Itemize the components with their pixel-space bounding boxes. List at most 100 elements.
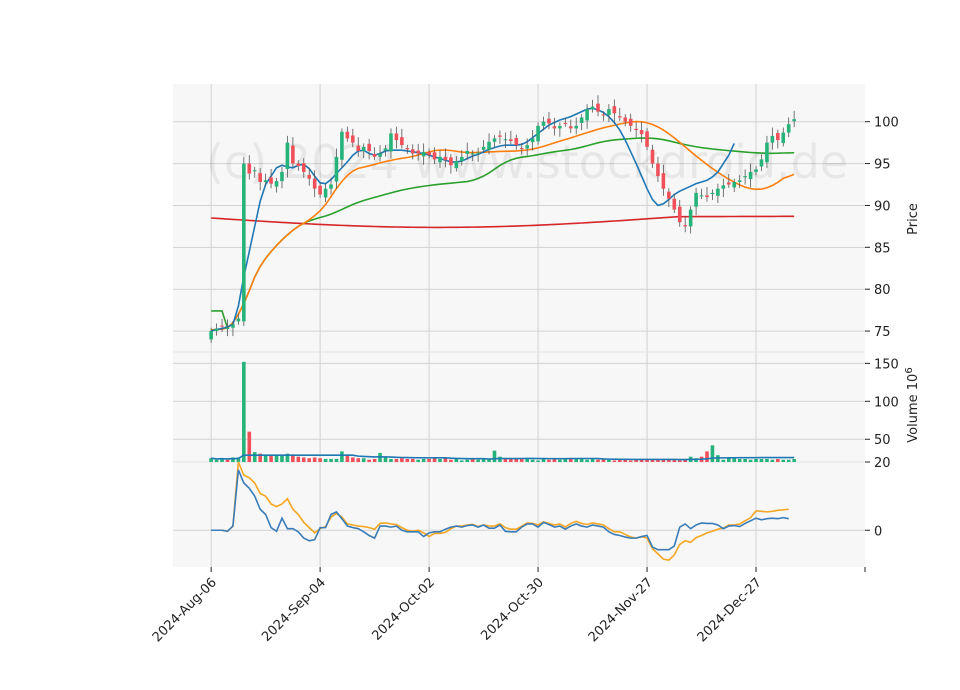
volume-bar <box>568 458 573 462</box>
candle <box>459 156 464 162</box>
volume-bar <box>421 458 426 462</box>
volume-bar <box>677 460 682 462</box>
volume-bar <box>628 460 633 462</box>
volume-bar <box>759 458 764 462</box>
candle <box>639 130 644 135</box>
oscillator-panel <box>173 462 865 567</box>
volume-bar <box>667 459 671 462</box>
candle <box>705 195 709 198</box>
x-tick-label: 2024-Oct-02 <box>369 575 437 643</box>
candle <box>509 139 513 141</box>
volume-tick-label: 50 <box>874 433 891 448</box>
volume-bar <box>481 458 486 462</box>
volume-bar <box>726 458 731 462</box>
candle <box>214 328 219 332</box>
volume-bar <box>590 458 595 462</box>
candle <box>400 137 404 146</box>
volume-bar <box>383 457 388 462</box>
candle <box>312 178 317 189</box>
volume-bar <box>770 459 775 462</box>
volume-bar <box>792 458 796 462</box>
volume-tick-label: 100 <box>874 395 899 410</box>
candle <box>307 174 312 179</box>
candle <box>476 152 480 154</box>
volume-bar <box>683 458 687 462</box>
candle <box>356 145 361 151</box>
candle <box>743 176 747 178</box>
candle <box>683 225 687 227</box>
volume-bar <box>618 459 622 462</box>
volume-bar <box>710 445 715 462</box>
candle <box>334 156 339 182</box>
candle <box>781 132 786 144</box>
candle <box>383 148 388 151</box>
candle <box>361 146 366 151</box>
volume-bar <box>503 458 508 462</box>
volume-bar <box>786 459 791 462</box>
candle <box>737 180 742 182</box>
volume-bar <box>225 459 230 462</box>
x-tick-label: 2024-Aug-06 <box>150 575 220 645</box>
candle <box>514 138 519 146</box>
candle <box>656 163 660 177</box>
candle <box>454 161 459 169</box>
price-tick-label: 90 <box>874 199 891 214</box>
volume-bar <box>329 458 333 462</box>
candle <box>574 125 579 129</box>
candle <box>438 156 442 163</box>
candle <box>754 169 758 172</box>
candle <box>378 153 382 157</box>
volume-bar <box>623 458 628 462</box>
volume-bar <box>737 458 742 462</box>
volume-bar <box>574 458 579 462</box>
candle <box>443 156 448 161</box>
volume-bar <box>280 455 284 462</box>
candle <box>329 184 333 189</box>
candle <box>274 181 279 187</box>
candle <box>634 128 638 131</box>
candle <box>389 133 393 152</box>
volume-bar <box>607 459 611 462</box>
candle <box>650 149 655 164</box>
candle <box>503 139 508 141</box>
candle <box>688 209 693 227</box>
candle <box>786 124 791 133</box>
candle <box>252 170 257 172</box>
volume-bar <box>285 453 290 462</box>
volume-bar <box>541 458 546 462</box>
candle <box>590 106 595 110</box>
price-tick-label: 75 <box>874 325 891 340</box>
candle <box>558 125 562 129</box>
candle <box>481 146 486 150</box>
volume-bar <box>634 459 638 462</box>
volume-bar <box>220 458 224 462</box>
candle <box>285 142 290 170</box>
candle <box>427 151 431 156</box>
candle <box>421 151 426 157</box>
volume-bar <box>509 458 513 462</box>
volume-bar <box>307 458 312 462</box>
volume-bar <box>465 459 470 462</box>
candle <box>596 103 600 112</box>
candle <box>607 109 611 115</box>
volume-panel <box>173 352 865 462</box>
volume-bar <box>470 458 475 462</box>
candle <box>716 188 720 196</box>
candle <box>465 151 470 154</box>
volume-bar <box>312 457 317 462</box>
candle <box>601 114 606 116</box>
candle <box>318 185 322 195</box>
volume-bar <box>242 361 246 462</box>
candle <box>721 185 726 189</box>
candle <box>525 145 529 149</box>
volume-bar <box>416 459 420 462</box>
volume-bar <box>296 456 301 462</box>
candle <box>563 122 568 124</box>
volume-bar <box>345 454 350 462</box>
candle <box>547 118 551 124</box>
volume-bar <box>351 457 355 462</box>
volume-bar <box>394 458 399 462</box>
candle <box>236 318 241 322</box>
volume-bar <box>579 458 584 462</box>
volume-bar <box>612 460 617 462</box>
